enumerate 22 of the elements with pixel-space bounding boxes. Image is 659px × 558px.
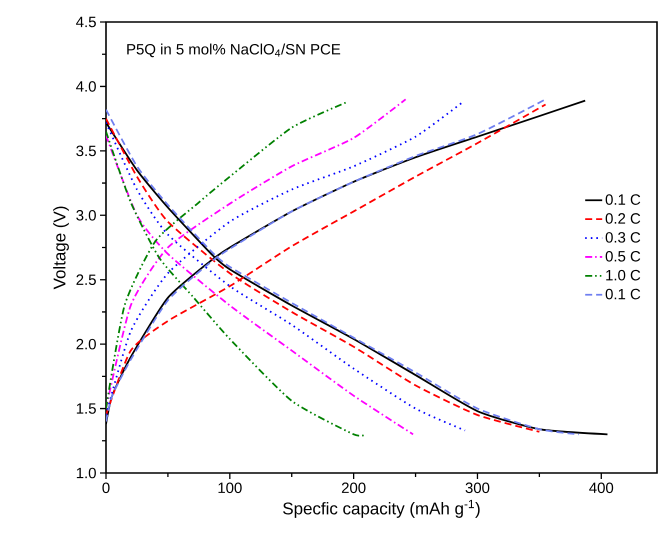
y-tick-label: 4.0	[76, 81, 96, 92]
annotation: P5Q in 5 mol% NaClO$_{4}$/SN PCE	[127, 44, 340, 58]
y-tick-label: 4.5	[76, 16, 96, 28]
y-tick-label: 1.0	[76, 468, 96, 478]
y-axis-title: Voltage (V)	[53, 206, 69, 290]
x-tick-label: 100	[218, 482, 242, 494]
legend-label: 0.1 C	[606, 194, 640, 205]
legend-label: 0.1 C	[606, 288, 640, 300]
y-tick-label: 2.0	[76, 338, 96, 350]
y-tick-label: 3.0	[76, 210, 96, 221]
y-tick-label: 3.5	[76, 146, 96, 156]
x-tick-label: 300	[466, 482, 490, 494]
legend-label: 0.2 C	[606, 213, 640, 224]
y-tick-label: 2.5	[76, 274, 96, 285]
x-tick-label: 0	[102, 482, 110, 494]
x-axis-title: Specfic capacity (mAh g$^{-1}$)	[283, 500, 480, 518]
legend-label: 1.0 C	[606, 270, 640, 280]
y-tick-label: 1.5	[76, 403, 96, 414]
x-tick-label: 400	[589, 482, 614, 494]
legend-label: 0.5 C	[606, 250, 640, 262]
x-tick-label: 200	[342, 482, 366, 494]
legend-label: 0.3 C	[606, 232, 640, 243]
